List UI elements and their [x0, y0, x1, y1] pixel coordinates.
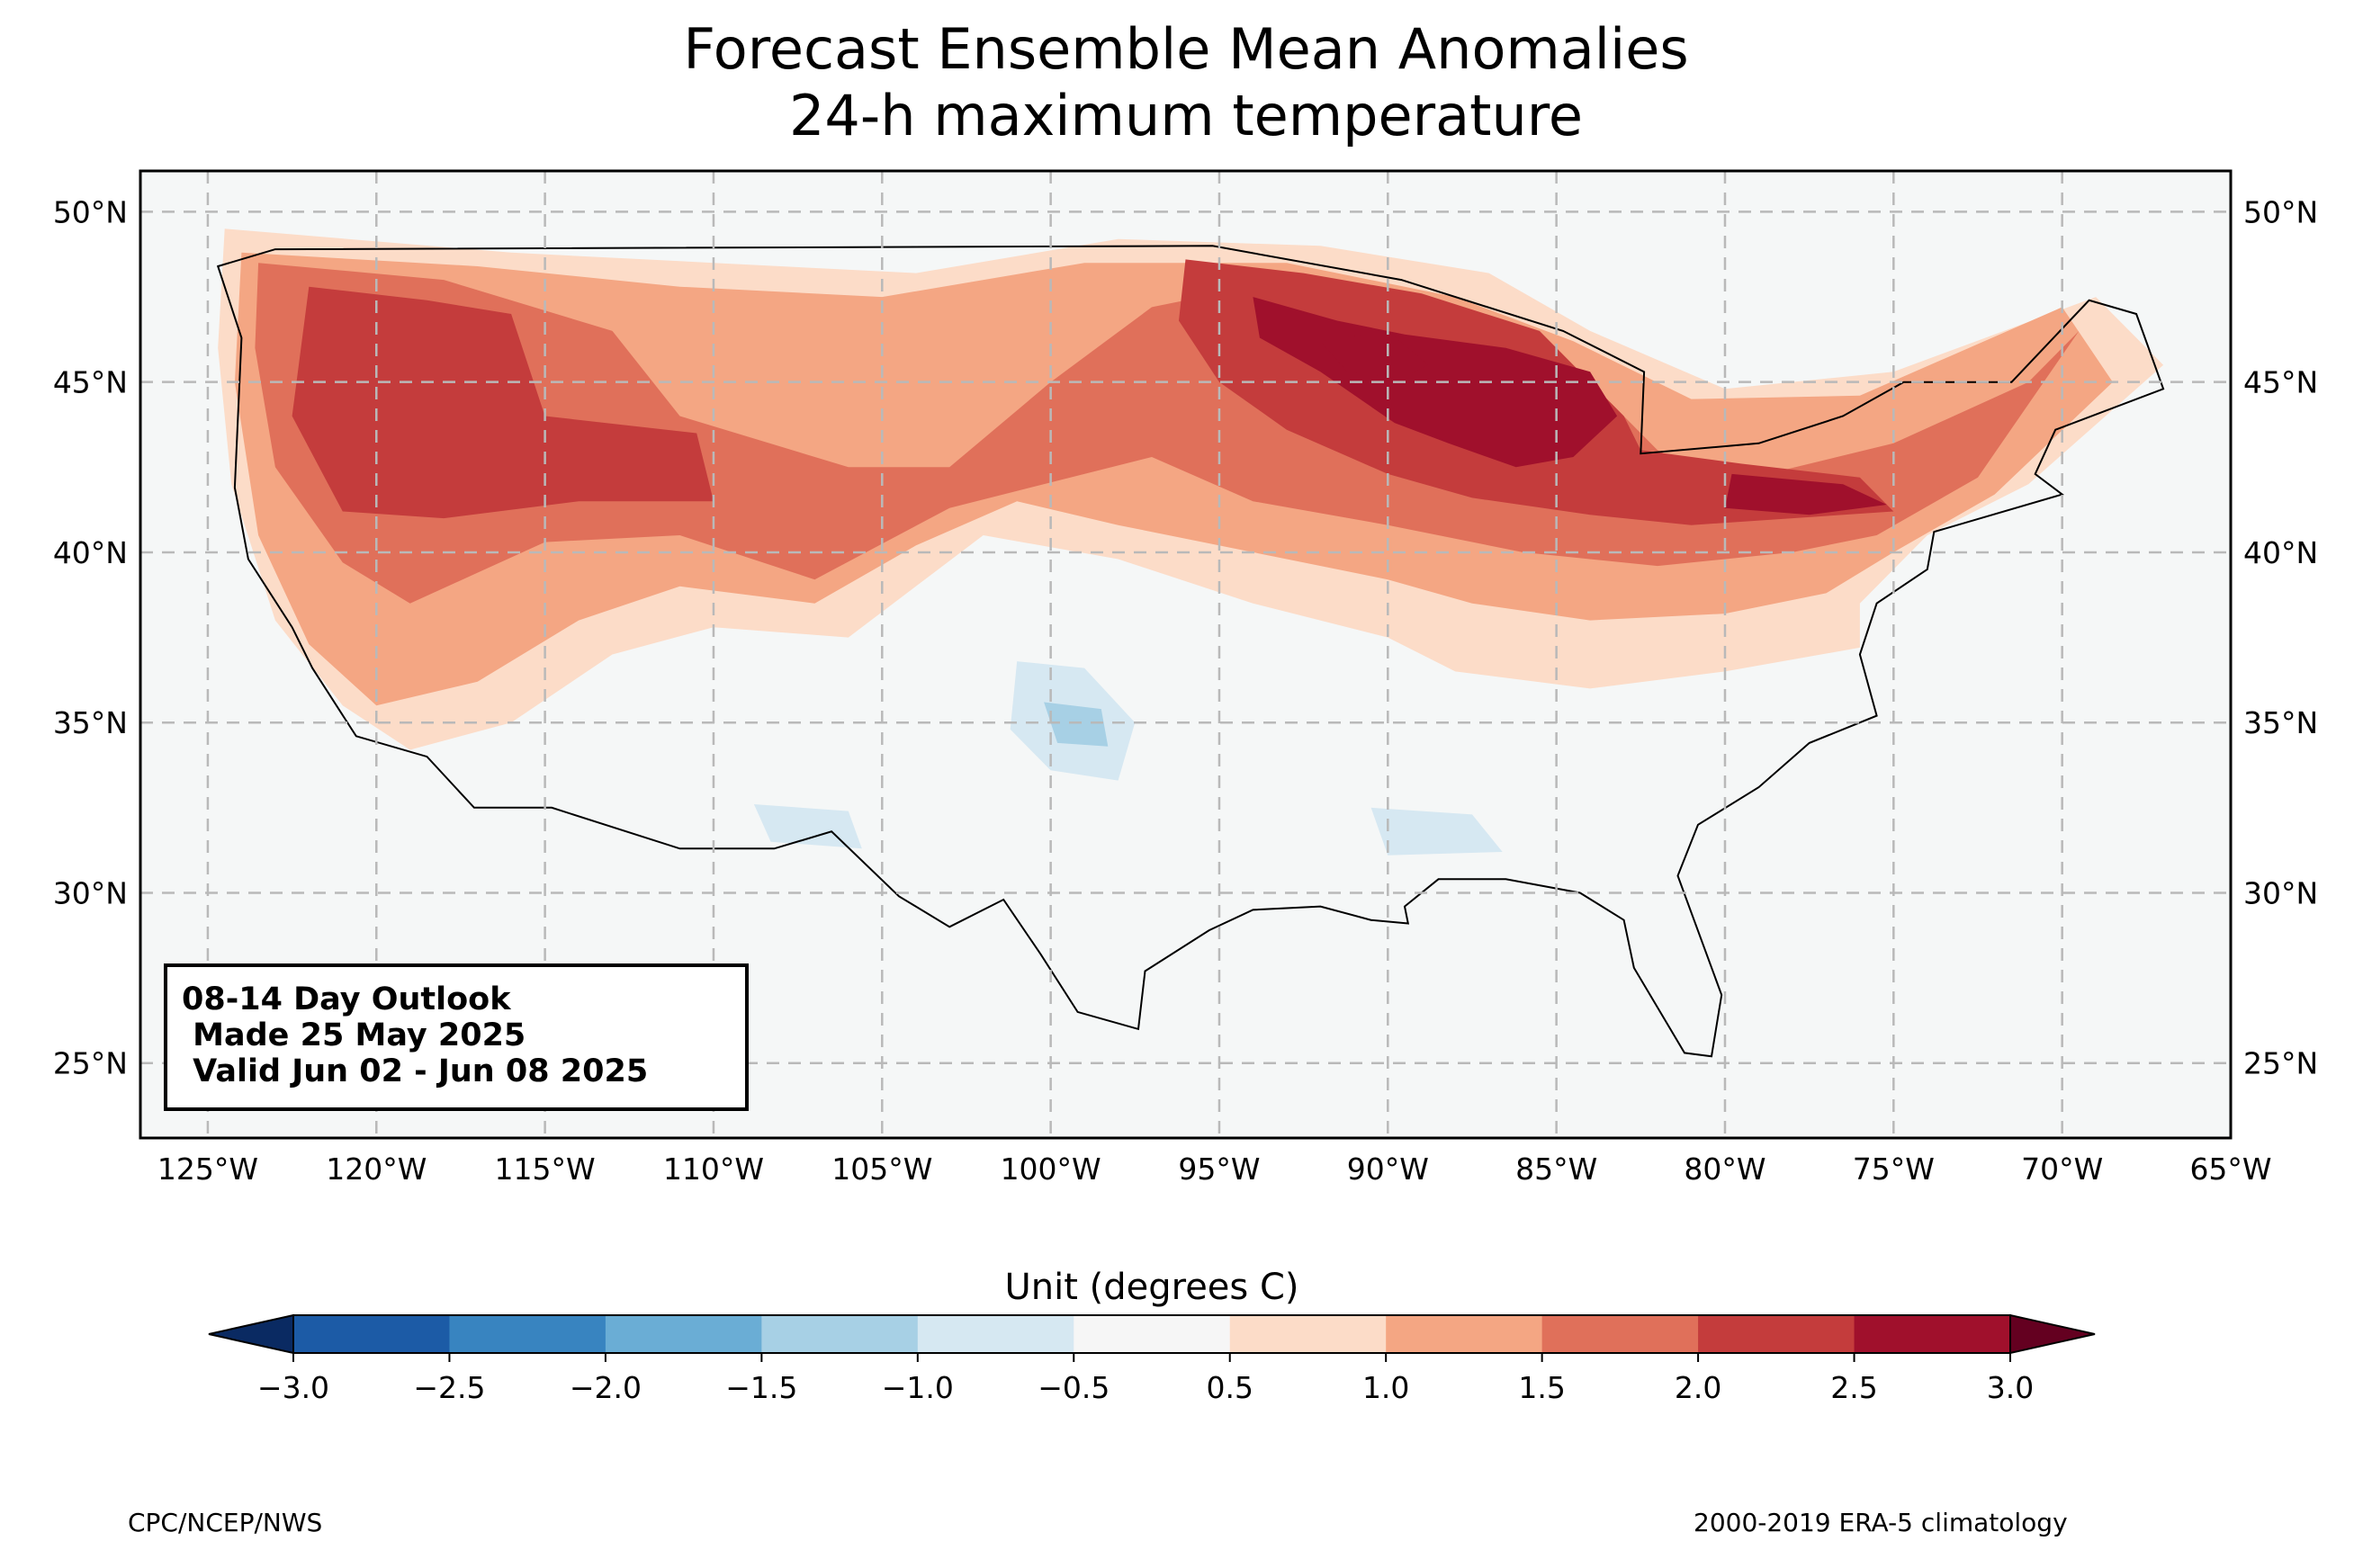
outlook-made-date: Made 25 May 2025 [182, 1017, 526, 1053]
lat-tick-label-left: 30°N [53, 875, 128, 910]
lon-tick-label: 75°W [1853, 1151, 1935, 1187]
anomaly-region [1370, 807, 1503, 856]
lon-tick-label: 90°W [1347, 1151, 1429, 1187]
lon-tick-label: 110°W [663, 1151, 764, 1187]
colorbar-segment [1386, 1315, 1543, 1353]
colorbar-segment [449, 1315, 606, 1353]
colorbar-tick-label: 1.5 [1518, 1370, 1565, 1405]
lon-tick-label: 70°W [2021, 1151, 2103, 1187]
lon-tick-label: 95°W [1178, 1151, 1260, 1187]
colorbar-under-arrow [208, 1313, 294, 1355]
title-line-1: Forecast Ensemble Mean Anomalies [683, 16, 1689, 82]
colorbar-segment [1698, 1315, 1855, 1353]
lon-tick-label: 105°W [831, 1151, 932, 1187]
colorbar-tick-label: −1.5 [725, 1370, 797, 1405]
lat-tick-label-right: 40°N [2243, 535, 2318, 570]
anomaly-region [1725, 473, 1887, 515]
us-outline [216, 245, 2165, 1058]
lat-tick-label-right: 35°N [2243, 705, 2318, 740]
colorbar-over-arrow [2009, 1313, 2096, 1355]
anomaly-region [1320, 330, 1429, 379]
colorbar-tick-label: −2.0 [570, 1370, 642, 1405]
lat-tick-label-right: 30°N [2243, 875, 2318, 910]
lat-tick-label-left: 45°N [53, 365, 128, 400]
colorbar-title: Unit (degrees C) [1004, 1267, 1299, 1308]
colorbar-tick-label: 0.5 [1206, 1370, 1253, 1405]
footer-source: CPC/NCEP/NWS [128, 1508, 323, 1537]
colorbar-segment [1074, 1315, 1231, 1353]
colorbar-tick-label: −0.5 [1038, 1370, 1110, 1405]
colorbar-segment [605, 1315, 762, 1353]
colorbar-tick-label: 2.5 [1830, 1370, 1877, 1405]
colorbar-tick-label: 3.0 [1987, 1370, 2034, 1405]
lat-tick-label-left: 35°N [53, 705, 128, 740]
colorbar-tick-label: −1.0 [882, 1370, 954, 1405]
colorbar-segment [917, 1315, 1074, 1353]
colorbar-tick-label: −2.5 [413, 1370, 485, 1405]
colorbar-segment [1854, 1315, 2011, 1353]
outlook-title: 08-14 Day Outlook [182, 981, 511, 1017]
lon-tick-label: 120°W [326, 1151, 427, 1187]
lat-tick-label-left: 25°N [53, 1046, 128, 1081]
title-line-2: 24-h maximum temperature [788, 83, 1584, 148]
lon-tick-label: 65°W [2189, 1151, 2271, 1187]
footer-climatology: 2000-2019 ERA-5 climatology [1694, 1508, 2068, 1537]
anomaly-region [1044, 702, 1109, 747]
outlook-valid-range: Valid Jun 02 - Jun 08 2025 [182, 1053, 649, 1089]
outlook-box: 08-14 Day Outlook Made 25 May 2025 Valid… [164, 963, 749, 1111]
lat-tick-label-left: 40°N [53, 535, 128, 570]
lat-tick-label-right: 45°N [2243, 365, 2318, 400]
lon-tick-label: 100°W [1001, 1151, 1101, 1187]
anomaly-region [255, 263, 2080, 604]
colorbar-segment [1541, 1315, 1699, 1353]
anomaly-region [234, 252, 2113, 706]
colorbar-frame [292, 1314, 2011, 1354]
anomaly-region [292, 286, 714, 519]
lon-tick-label: 80°W [1684, 1151, 1766, 1187]
colorbar-tick-label: 1.0 [1362, 1370, 1409, 1405]
lon-tick-label: 125°W [157, 1151, 258, 1187]
colorbar-tick-label: 2.0 [1675, 1370, 1721, 1405]
lat-tick-label-right: 50°N [2243, 194, 2318, 229]
map-frame [139, 169, 2233, 1140]
lat-tick-label-right: 25°N [2243, 1046, 2318, 1081]
anomaly-region [1536, 381, 1584, 417]
anomaly-region [753, 804, 862, 849]
lon-tick-label: 115°W [495, 1151, 596, 1187]
chart-title: Forecast Ensemble Mean Anomalies 24-h ma… [0, 16, 2372, 149]
colorbar-tick-label: −3.0 [257, 1370, 329, 1405]
colorbar-segment [761, 1315, 919, 1353]
lat-tick-label-left: 50°N [53, 194, 128, 229]
colorbar-segment [1229, 1315, 1387, 1353]
colorbar-segment [293, 1315, 450, 1353]
lon-tick-label: 85°W [1515, 1151, 1597, 1187]
